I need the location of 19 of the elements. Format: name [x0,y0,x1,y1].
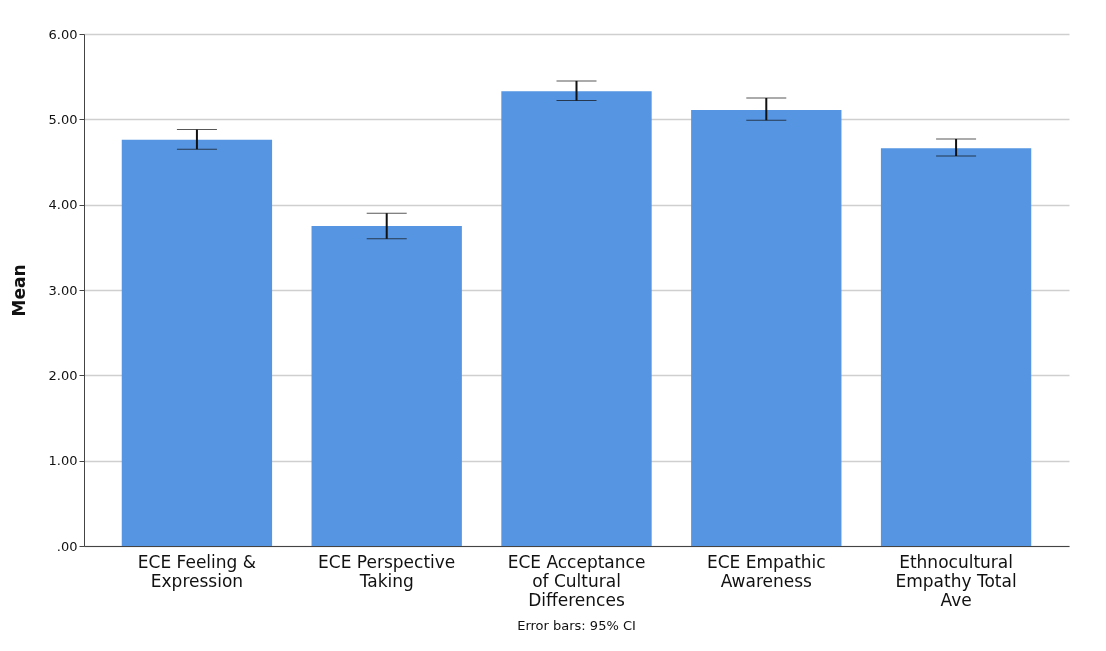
x-tick-label: Ethnocultural Empathy Total Ave [895,551,1017,610]
y-tick-label: .00 [56,538,78,554]
x-tick-label: ECE Empathic Awareness [706,551,826,591]
x-tick-label: ECE Feeling & Expression [137,551,257,591]
y-tick-label: 6.00 [48,26,78,42]
y-axis-title: Mean [8,264,29,317]
bar [121,139,273,546]
x-tick-label: ECE Acceptance of Cultural Differences [507,551,646,610]
y-tick-label: 2.00 [48,367,78,383]
y-tick-label: 4.00 [48,197,78,213]
text: Error bars: 95% CI [517,618,636,633]
x-tick-label: ECE Perspective Taking [318,551,456,591]
bar [311,226,462,546]
bar [691,109,842,546]
y-tick-label: 3.00 [48,282,78,298]
y-tick-label: 1.00 [48,453,78,469]
bar [880,148,1032,546]
bar [501,91,652,546]
y-tick-label: 5.00 [48,111,78,127]
